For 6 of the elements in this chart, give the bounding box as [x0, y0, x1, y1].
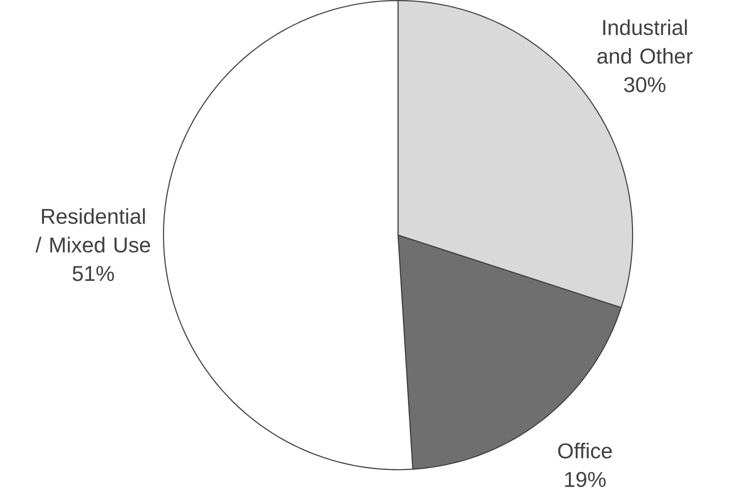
slice-label: Office [558, 442, 612, 458]
data-label: 51% [72, 266, 114, 282]
data-label: 19% [565, 472, 606, 488]
slice-label: Residential / Mixed Use [36, 208, 150, 253]
slice-label: Industrial and Other [597, 19, 693, 64]
data-label: 30% [624, 77, 666, 92]
